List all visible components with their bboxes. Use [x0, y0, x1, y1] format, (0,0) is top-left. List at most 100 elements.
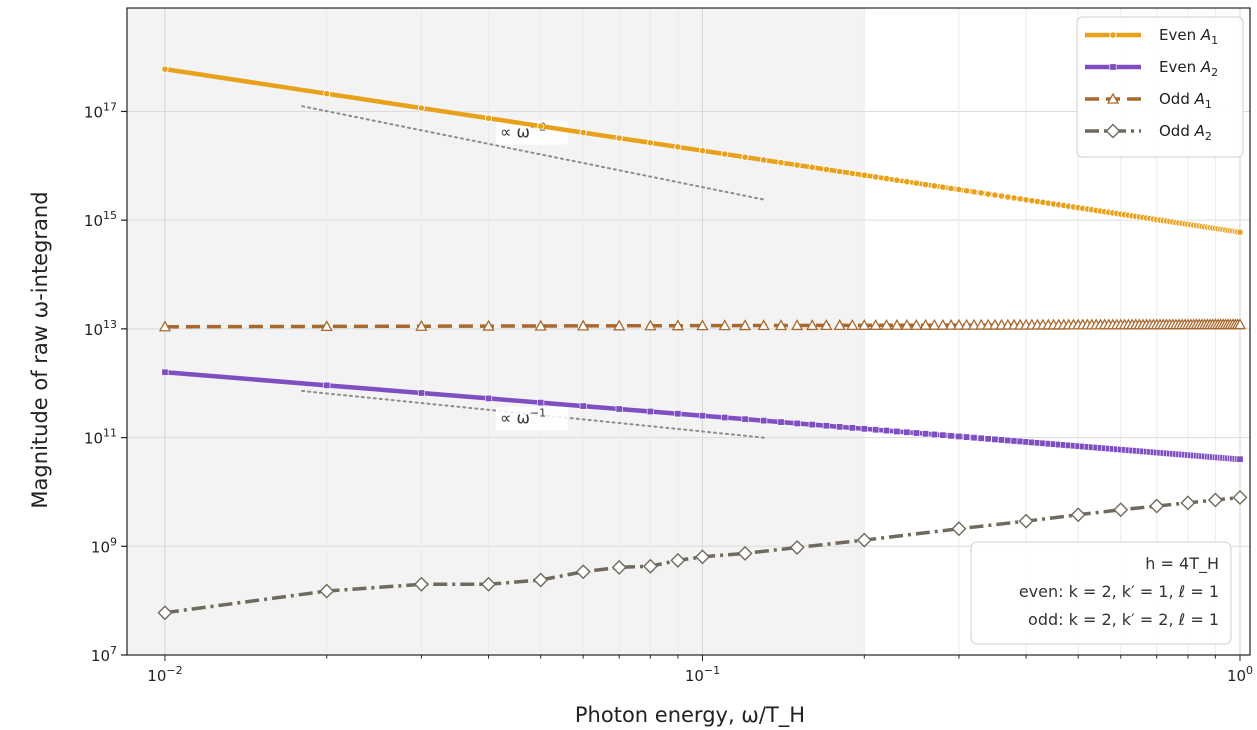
data-point [977, 434, 985, 442]
data-point [642, 558, 658, 574]
data-point [955, 432, 963, 440]
reference-label-bg [495, 406, 568, 431]
series-markers [161, 65, 1244, 236]
data-point [615, 405, 623, 413]
data-point [577, 319, 590, 331]
data-point [991, 435, 999, 443]
x-axis-label: Photon energy, ω/T_H [575, 703, 805, 728]
data-point [413, 576, 429, 592]
legend-entry: Odd A1 [1085, 90, 1212, 111]
data-point [694, 549, 710, 565]
data-point [820, 319, 833, 331]
data-point [858, 318, 871, 330]
x-tick-label: 10−1 [685, 664, 720, 685]
data-point [482, 319, 495, 331]
data-point [533, 572, 549, 588]
x-tick-label: 10−2 [147, 664, 182, 685]
reference-label: ∝ ω−1 [500, 407, 546, 428]
data-point [417, 104, 426, 112]
annotation-line: h = 4T_H [1145, 554, 1219, 574]
data-point [1180, 495, 1196, 511]
data-point [947, 184, 955, 192]
data-point [960, 318, 973, 330]
data-point [534, 319, 547, 331]
y-axis-label: Magnitude of raw ω-integrand [28, 191, 52, 508]
data-point [848, 169, 856, 178]
legend-label: Odd A2 [1159, 122, 1212, 143]
legend-entry: Odd A2 [1085, 122, 1212, 143]
data-point [860, 425, 868, 433]
annotation-line: odd: k = 2, k′ = 2, ℓ = 1 [1028, 610, 1219, 629]
data-point [1236, 228, 1244, 236]
data-point [760, 417, 768, 425]
data-point [848, 424, 856, 432]
data-point [903, 178, 911, 186]
data-point [952, 318, 966, 330]
data-point [912, 179, 920, 187]
data-point [791, 319, 804, 331]
data-point [984, 435, 992, 443]
data-point [947, 432, 955, 440]
data-point [1016, 195, 1024, 203]
data-point [939, 431, 947, 439]
data-point [900, 318, 913, 330]
series-layer [157, 65, 1248, 621]
y-tick-label: 1013 [84, 318, 117, 339]
data-point [806, 319, 819, 331]
reference-line [301, 389, 765, 439]
data-point [833, 319, 846, 331]
ticks-layer: 107 109 1011 1013 1015 1017 10−2 10−1 100 [84, 100, 1253, 685]
series-markers [157, 490, 1248, 621]
data-point [1010, 437, 1018, 445]
data-point [1207, 492, 1223, 508]
plot-frame [126, 7, 1251, 656]
legend: Even A1 Even A2 Odd A1 Odd A2 [1076, 16, 1244, 158]
data-point [1070, 507, 1086, 523]
data-point [415, 319, 428, 331]
data-point [944, 318, 958, 330]
legend-label: Even A2 [1159, 58, 1218, 79]
data-point [793, 419, 801, 427]
shaded-region [127, 8, 865, 655]
data-point [1233, 318, 1247, 330]
y-tick-label: 109 [91, 535, 117, 556]
data-point [537, 399, 545, 407]
data-point [671, 319, 684, 331]
data-point [1018, 513, 1034, 529]
data-point [836, 167, 844, 176]
data-point [856, 532, 872, 548]
legend-entry: Even A1 [1085, 26, 1218, 47]
data-point [1149, 498, 1165, 514]
data-point [674, 410, 682, 418]
data-point [822, 165, 830, 174]
data-point [1236, 455, 1244, 463]
series-markers [158, 318, 1247, 332]
data-point [1106, 92, 1120, 104]
data-point [537, 122, 545, 130]
reference-lines-layer: ∝ ω−2∝ ω−1 [301, 105, 765, 439]
data-point [970, 188, 978, 196]
x-tick-label: 100 [1227, 664, 1253, 685]
data-point [738, 319, 752, 331]
data-point [808, 163, 816, 171]
data-point [698, 412, 706, 420]
data-point [984, 190, 992, 198]
data-point [323, 381, 331, 389]
data-point [1232, 490, 1248, 505]
data-point [962, 187, 971, 195]
data-point [417, 389, 425, 397]
reference-line [301, 105, 765, 201]
data-point [760, 156, 768, 164]
data-point [967, 318, 981, 330]
data-point [912, 429, 920, 437]
data-point [903, 428, 911, 436]
data-point [485, 394, 493, 402]
data-point [579, 128, 587, 137]
data-point [963, 433, 971, 441]
data-point [1022, 196, 1030, 204]
data-point [1109, 63, 1117, 71]
legend-entry: Even A2 [1085, 58, 1218, 79]
data-point [323, 90, 331, 98]
data-point [919, 318, 932, 330]
